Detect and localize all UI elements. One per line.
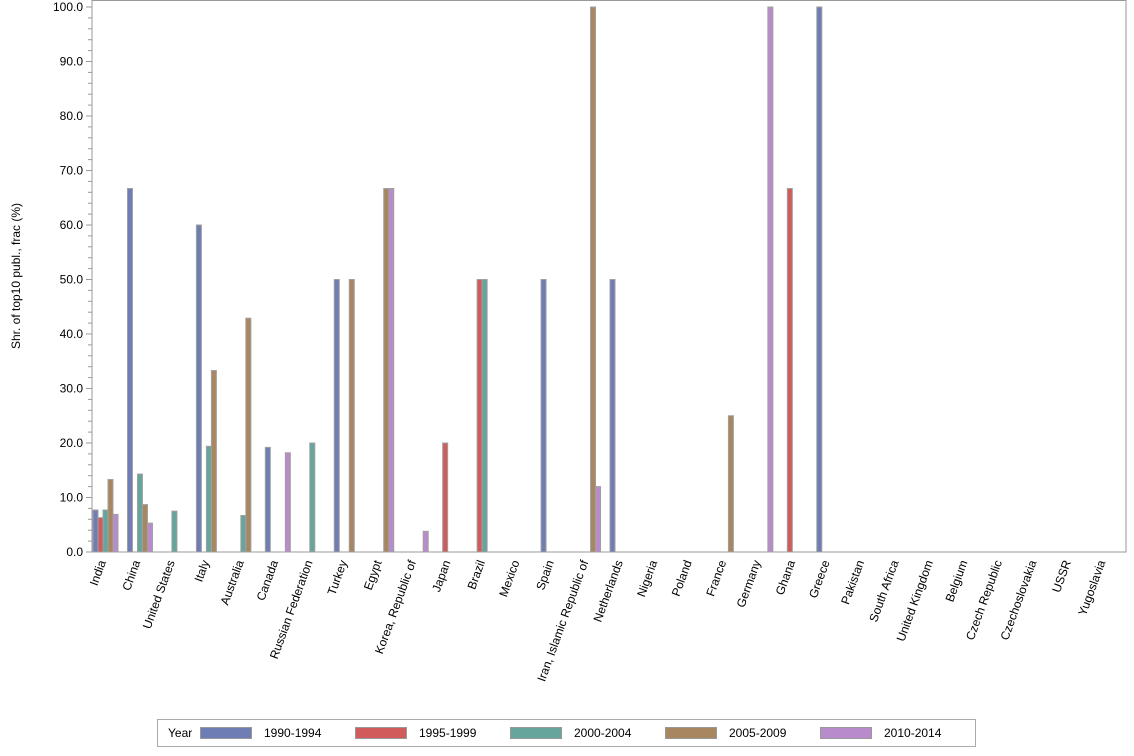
bar-2010-2014-Germany bbox=[767, 6, 774, 553]
bar-1990-1994-India bbox=[92, 509, 99, 553]
bar-2005-2009-Italy bbox=[210, 370, 217, 553]
y-tick-label: 90.0 bbox=[60, 55, 84, 69]
legend-swatch bbox=[200, 727, 252, 739]
bar-2000-2004-Italy bbox=[205, 445, 212, 553]
plot-frame bbox=[91, 0, 1127, 553]
legend-swatch bbox=[510, 727, 562, 739]
bar-1990-1994-Spain bbox=[540, 279, 547, 553]
bar-2005-2009-Turkey bbox=[348, 279, 355, 553]
legend-swatch bbox=[355, 727, 407, 739]
y-tick-label: 20.0 bbox=[60, 436, 84, 450]
legend: Year 1990-1994 1995-1999 2000-2004 2005-200… bbox=[157, 719, 976, 747]
bar-2010-2014-China bbox=[146, 522, 153, 553]
y-tick-label: 50.0 bbox=[60, 273, 84, 287]
bar-1995-1999-Brazil bbox=[476, 279, 483, 553]
bar-1990-1994-Italy bbox=[195, 224, 202, 553]
x-tick-label: Japan bbox=[429, 558, 453, 594]
y-tick-label: 30.0 bbox=[60, 382, 84, 396]
bar-1990-1994-Greece bbox=[816, 6, 823, 553]
y-axis-label: Shr. of top10 publ., frac (%) bbox=[9, 203, 23, 349]
bar-2005-2009-India bbox=[107, 479, 114, 553]
y-tick-label: 100.0 bbox=[53, 0, 83, 14]
x-tick-label: Pakistan bbox=[838, 558, 867, 606]
legend-label: 2010-2014 bbox=[884, 726, 942, 740]
legend-item: 1995-1999 bbox=[355, 726, 510, 740]
x-tick-label: Germany bbox=[734, 558, 764, 609]
legend-item: 2000-2004 bbox=[510, 726, 665, 740]
y-tick-label: 70.0 bbox=[60, 164, 84, 178]
y-tick-label: 0.0 bbox=[66, 545, 83, 559]
bar-1995-1999-Japan bbox=[442, 442, 449, 553]
x-tick-label: Czechoslovakia bbox=[998, 558, 1040, 642]
y-tick-label: 40.0 bbox=[60, 327, 84, 341]
bar-2010-2014-Canada bbox=[284, 452, 291, 553]
x-tick-label: United States bbox=[140, 558, 178, 630]
x-tick-label: Greece bbox=[806, 558, 833, 600]
legend-item: 2010-2014 bbox=[820, 726, 975, 740]
x-tick-label: Poland bbox=[669, 558, 695, 598]
legend-swatch bbox=[665, 727, 717, 739]
bar-1995-1999-India bbox=[97, 517, 104, 553]
y-tick-label: 10.0 bbox=[60, 491, 84, 505]
bar-2000-2004-Australia bbox=[240, 514, 247, 553]
legend-label: 1995-1999 bbox=[419, 726, 477, 740]
bar-2010-2014-Egypt bbox=[388, 187, 395, 553]
x-tick-label: Belgium bbox=[943, 558, 971, 604]
bar-2005-2009-China bbox=[141, 504, 148, 553]
x-tick-label: Australia bbox=[218, 558, 247, 607]
legend-item: 1990-1994 bbox=[200, 726, 355, 740]
bar-2000-2004-Russian Federation bbox=[309, 442, 316, 553]
bar-1990-1994-Canada bbox=[264, 446, 271, 553]
bar-chart: Shr. of top10 publ., frac (%) 0.0 10.0 20.… bbox=[9, 0, 1127, 683]
x-tick-label: United Kingdom bbox=[894, 558, 936, 643]
y-tick-label: 80.0 bbox=[60, 109, 84, 123]
legend-label: 1990-1994 bbox=[264, 726, 322, 740]
x-tick-label: Nigeria bbox=[634, 558, 660, 599]
bar-2005-2009-Australia bbox=[245, 317, 252, 553]
bar-2010-2014-India bbox=[112, 513, 119, 553]
bar-1990-1994-Netherlands bbox=[609, 279, 616, 553]
bar-2000-2004-United States bbox=[171, 510, 178, 553]
bar-2000-2004-China bbox=[136, 473, 143, 553]
x-tick-label: Spain bbox=[533, 558, 557, 592]
x-tick-label: Yugoslavia bbox=[1075, 558, 1108, 618]
x-tick-label: South Africa bbox=[866, 558, 901, 624]
x-tick-label: India bbox=[87, 558, 109, 588]
bar-1990-1994-Turkey bbox=[333, 279, 340, 553]
bar-2010-2014-Korea, Republic of bbox=[422, 530, 429, 553]
x-tick-label: Ghana bbox=[773, 558, 799, 597]
x-tick-label: Italy bbox=[192, 558, 213, 583]
x-tick-label: France bbox=[703, 558, 729, 598]
x-tick-label: Mexico bbox=[496, 558, 522, 599]
legend-swatch bbox=[820, 727, 872, 739]
x-tick-label: Canada bbox=[254, 558, 282, 603]
bar-2005-2009-Iran, Islamic Republic of bbox=[590, 6, 597, 553]
x-tick-label: Netherlands bbox=[591, 558, 626, 624]
x-tick-label: Czech Republic bbox=[963, 558, 1005, 642]
legend-label: 2005-2009 bbox=[729, 726, 787, 740]
x-tick-label: USSR bbox=[1049, 558, 1074, 594]
legend-item: 2005-2009 bbox=[665, 726, 820, 740]
bar-1990-1994-China bbox=[126, 187, 133, 553]
bar-2010-2014-Iran, Islamic Republic of bbox=[595, 486, 602, 553]
x-tick-label: Brazil bbox=[465, 558, 488, 591]
bar-2000-2004-Brazil bbox=[481, 279, 488, 553]
x-tick-label: Turkey bbox=[325, 558, 351, 597]
y-tick-label: 60.0 bbox=[60, 218, 84, 232]
x-tick-label: Egypt bbox=[361, 558, 385, 592]
bar-2005-2009-France bbox=[727, 415, 734, 553]
bar-2000-2004-India bbox=[102, 509, 109, 553]
x-tick-label: China bbox=[119, 558, 143, 593]
bar-2005-2009-Egypt bbox=[383, 187, 390, 553]
bar-1995-1999-Ghana bbox=[786, 187, 793, 553]
legend-label: 2000-2004 bbox=[574, 726, 632, 740]
legend-title: Year bbox=[168, 726, 193, 740]
